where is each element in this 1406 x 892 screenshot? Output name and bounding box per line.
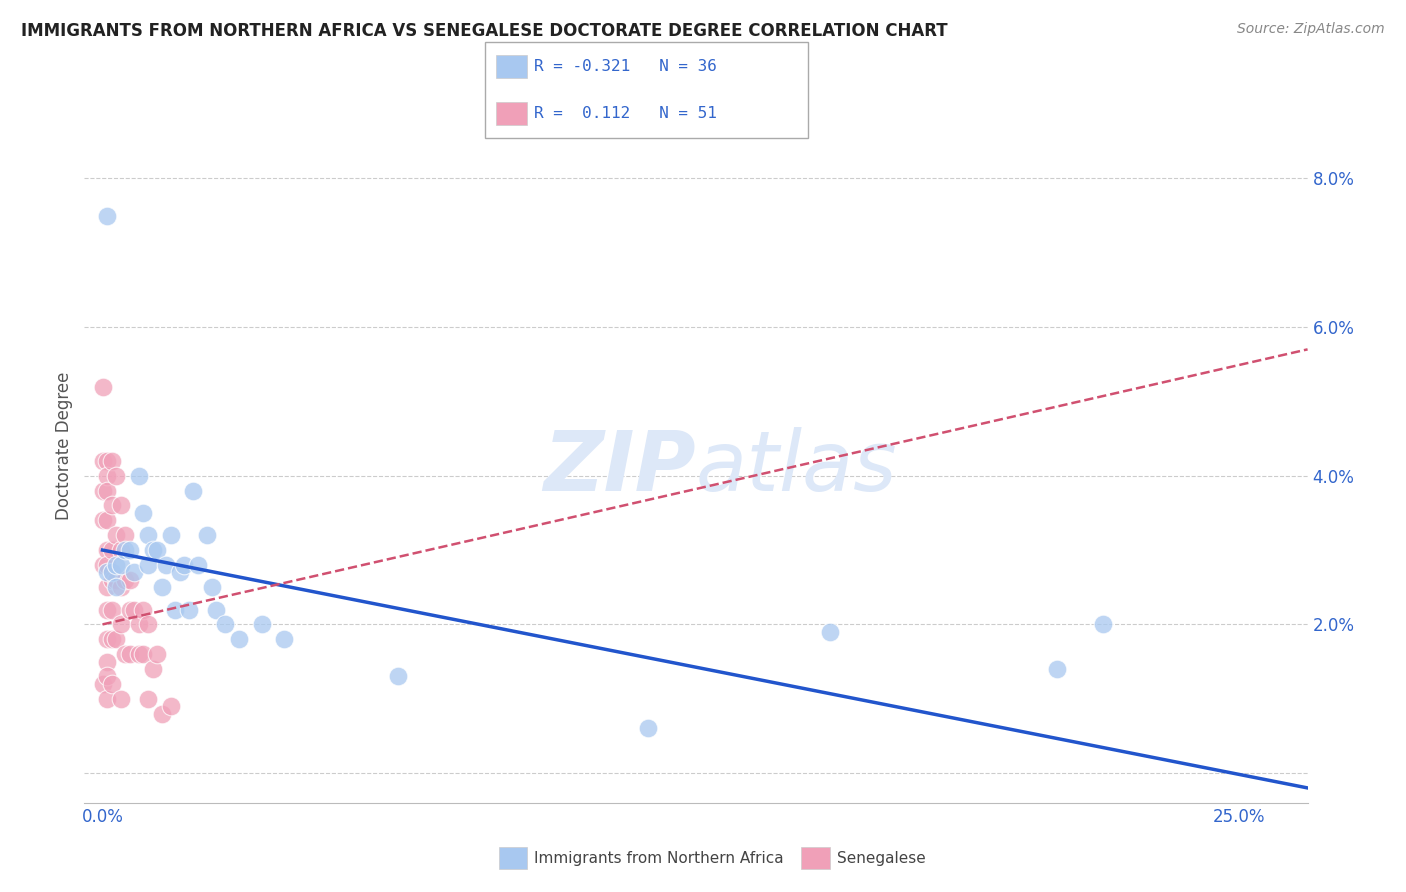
Point [118, 573, 141, 587]
Point [105, 632, 128, 647]
Point [128, 647, 150, 661]
Point [214, 617, 236, 632]
Point [165, 602, 187, 616]
Point [105, 573, 128, 587]
Point [132, 602, 155, 616]
Point [142, 662, 165, 676]
Point [96, 543, 118, 558]
Text: ZIP: ZIP [543, 427, 696, 508]
Point [96, 602, 118, 616]
Point [96, 209, 118, 223]
Point [124, 602, 146, 616]
Point [177, 602, 200, 616]
Point [183, 483, 205, 498]
Point [187, 558, 209, 572]
Point [159, 528, 181, 542]
Point [100, 573, 122, 587]
Point [100, 499, 122, 513]
Point [136, 528, 159, 542]
Text: atlas: atlas [696, 427, 897, 508]
Point [105, 580, 128, 594]
Point [100, 632, 122, 647]
Text: Source: ZipAtlas.com: Source: ZipAtlas.com [1237, 22, 1385, 37]
Point [91, 677, 114, 691]
Text: IMMIGRANTS FROM NORTHERN AFRICA VS SENEGALESE DOCTORATE DEGREE CORRELATION CHART: IMMIGRANTS FROM NORTHERN AFRICA VS SENEG… [21, 22, 948, 40]
Point [100, 677, 122, 691]
Point [132, 506, 155, 520]
Y-axis label: Doctorate Degree: Doctorate Degree [55, 372, 73, 520]
Point [96, 669, 118, 683]
Point [173, 558, 195, 572]
Text: R =  0.112   N = 51: R = 0.112 N = 51 [534, 106, 717, 120]
Point [105, 528, 128, 542]
Point [100, 454, 122, 468]
Point [100, 543, 122, 558]
Point [128, 617, 150, 632]
Point [91, 558, 114, 572]
Point [136, 617, 159, 632]
Point [1046, 662, 1069, 676]
Point [146, 543, 169, 558]
Point [110, 499, 132, 513]
Point [205, 602, 228, 616]
Text: Senegalese: Senegalese [837, 851, 925, 865]
Point [228, 632, 250, 647]
Point [110, 691, 132, 706]
Point [142, 543, 165, 558]
Point [91, 379, 114, 393]
Point [91, 513, 114, 527]
Point [273, 632, 295, 647]
Point [169, 566, 191, 580]
Point [91, 454, 114, 468]
Point [114, 573, 136, 587]
Point [96, 454, 118, 468]
Point [118, 602, 141, 616]
Point [114, 543, 136, 558]
Point [118, 543, 141, 558]
Point [100, 602, 122, 616]
Point [100, 566, 122, 580]
Point [159, 699, 181, 714]
Point [96, 558, 118, 572]
Point [150, 580, 173, 594]
Point [136, 691, 159, 706]
Point [96, 513, 118, 527]
Point [250, 617, 273, 632]
Point [1091, 617, 1114, 632]
Point [96, 632, 118, 647]
Point [96, 566, 118, 580]
Point [110, 543, 132, 558]
Point [136, 558, 159, 572]
Point [818, 624, 841, 639]
Point [124, 566, 146, 580]
Point [96, 691, 118, 706]
Point [105, 558, 128, 572]
Point [132, 647, 155, 661]
Point [91, 483, 114, 498]
Point [118, 647, 141, 661]
Text: Immigrants from Northern Africa: Immigrants from Northern Africa [534, 851, 785, 865]
Point [114, 647, 136, 661]
Point [146, 647, 169, 661]
Point [110, 617, 132, 632]
Point [387, 669, 409, 683]
Point [155, 558, 177, 572]
Point [637, 722, 659, 736]
Point [195, 528, 218, 542]
Point [96, 655, 118, 669]
Point [110, 580, 132, 594]
Point [150, 706, 173, 721]
Point [105, 468, 128, 483]
Point [201, 580, 224, 594]
Text: R = -0.321   N = 36: R = -0.321 N = 36 [534, 60, 717, 74]
Point [114, 528, 136, 542]
Point [96, 468, 118, 483]
Point [128, 468, 150, 483]
Point [96, 580, 118, 594]
Point [96, 483, 118, 498]
Point [110, 558, 132, 572]
